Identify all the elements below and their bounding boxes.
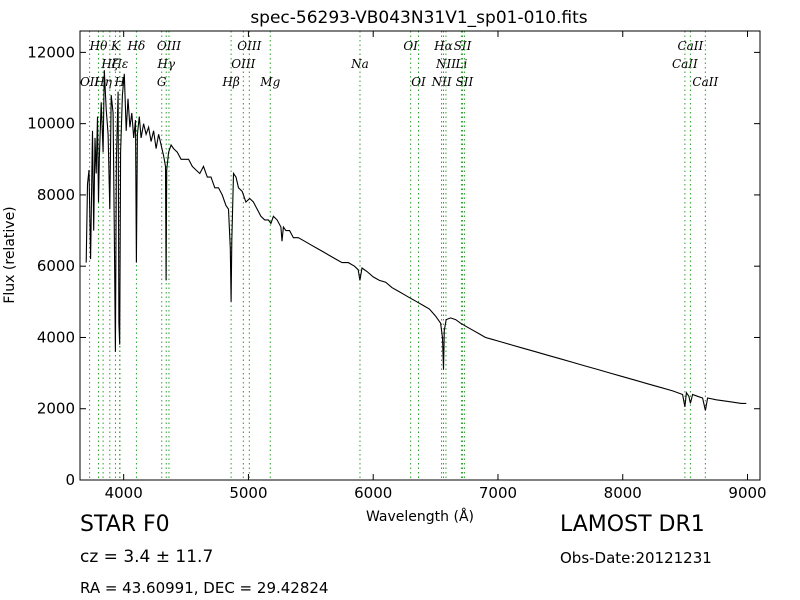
spectrum-line — [85, 70, 747, 411]
x-tick-label: 5000 — [229, 484, 267, 502]
y-tick-label: 0 — [65, 471, 75, 489]
spectral-line-label: Hη — [93, 75, 112, 89]
chart-title: spec-56293-VB043N31V1_sp01-010.fits — [250, 8, 587, 28]
spectral-line-label: G — [157, 75, 167, 89]
observation-date: Obs-Date:20121231 — [560, 549, 712, 567]
spectral-line-label: H — [113, 75, 125, 89]
x-axis-ticks: 4000 5000 6000 7000 8000 9000 — [105, 31, 767, 502]
spectral-line-label: Hγ — [156, 57, 175, 71]
spectral-line-label: OII — [80, 75, 100, 89]
spectral-line-label: Na — [350, 57, 369, 71]
object-class: STAR F0 — [80, 512, 170, 537]
spectral-line-label: OI — [411, 75, 426, 89]
x-tick-label: 8000 — [604, 484, 642, 502]
spectral-line-label: CaII — [677, 39, 703, 53]
spectral-line-label: OIII — [157, 39, 181, 53]
x-tick-label: 6000 — [354, 484, 392, 502]
spectral-line-label: Hθ — [89, 39, 108, 53]
spectral-line-label: NII — [435, 57, 456, 71]
y-tick-label: 6000 — [37, 257, 75, 275]
redshift-cz: cz = 3.4 ± 11.7 — [80, 547, 214, 567]
spectral-line-label: SII — [456, 75, 474, 89]
y-axis-ticks: 0 2000 4000 6000 8000 10000 12000 — [27, 43, 760, 489]
spectral-line-label: OI — [403, 39, 418, 53]
plot-frame — [79, 30, 761, 481]
spectral-line-label: K — [110, 39, 121, 53]
y-axis-label: Flux (relative) — [2, 206, 18, 303]
spectral-line-label: OIII — [237, 39, 261, 53]
spectral-line-label: CaII — [672, 57, 698, 71]
spectral-line-label: SII — [454, 39, 472, 53]
x-tick-label: 9000 — [728, 484, 766, 502]
x-axis-label: Wavelength (Å) — [366, 508, 474, 525]
y-tick-label: 4000 — [37, 328, 75, 346]
y-tick-label: 2000 — [37, 400, 75, 418]
spectral-line-label: OIII — [231, 57, 255, 71]
spectral-line-markers: OIIHθHηHζHεKHHδGHγOIIIHβOIIIOIIIMgNaOIOI… — [80, 31, 719, 480]
y-tick-label: 10000 — [27, 115, 75, 133]
spectral-line-label: CaII — [692, 75, 718, 89]
x-tick-label: 7000 — [479, 484, 517, 502]
spectral-line-label: Hζ — [100, 57, 119, 71]
survey-name: LAMOST DR1 — [560, 512, 705, 537]
spectral-line-label: NII — [431, 75, 452, 89]
spectral-line-label: Hα — [433, 39, 453, 53]
spectral-line-label: Li — [455, 57, 468, 71]
spectral-line-label: Hβ — [221, 75, 239, 89]
x-tick-label: 4000 — [105, 484, 143, 502]
spectral-line-label: Hδ — [127, 39, 146, 53]
y-tick-label: 8000 — [37, 186, 75, 204]
y-tick-label: 12000 — [27, 43, 75, 61]
spectral-line-label: Mg — [259, 75, 280, 89]
ra-dec-coordinates: RA = 43.60991, DEC = 29.42824 — [80, 579, 329, 597]
